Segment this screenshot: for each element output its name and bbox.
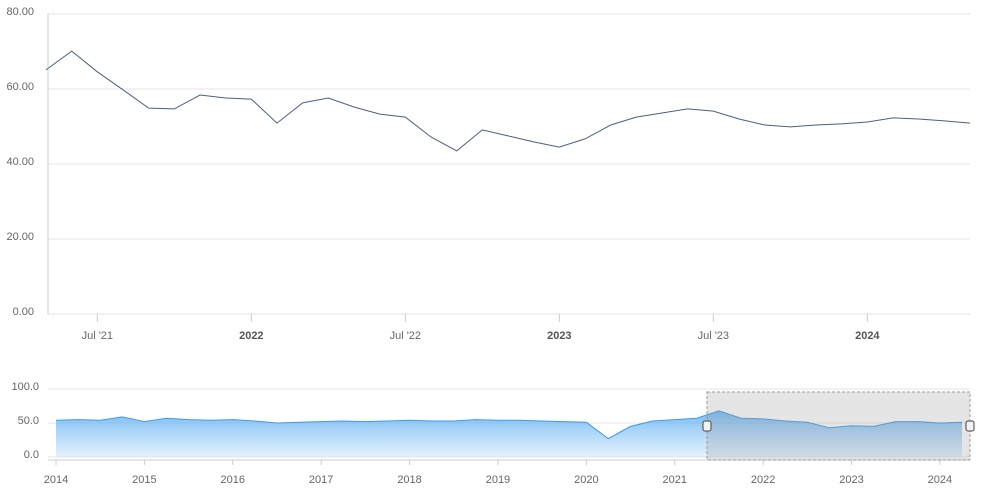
x-tick-label: Jul '21	[82, 330, 113, 342]
y-tick-label: 20.00	[6, 231, 34, 243]
navigator-handle[interactable]	[965, 420, 975, 432]
y-tick-label: 100.0	[11, 381, 39, 393]
plot-layer: 0.00 20.00 40.00 60.00 80.00 Jul '21 2022 Jul '…	[6, 6, 971, 486]
x-tick-label: 2023	[839, 474, 863, 486]
x-tick-label: 2022	[751, 474, 775, 486]
x-tick-label: Jul '22	[390, 330, 421, 342]
navigator-handle[interactable]	[702, 420, 712, 432]
x-tick-label: 2016	[221, 474, 245, 486]
data-area	[56, 410, 962, 457]
x-tick-label: Jul '23	[698, 330, 729, 342]
x-tick-label: 2023	[547, 330, 571, 342]
x-tick-label: 2015	[132, 474, 156, 486]
x-tick-label: 2018	[397, 474, 421, 486]
x-tick-label: 2020	[574, 474, 598, 486]
data-line	[55, 410, 963, 440]
x-tick-label: 2024	[928, 474, 952, 486]
y-tick-label: 40.00	[6, 156, 34, 168]
x-tick-label: 2014	[44, 474, 68, 486]
data-line	[45, 50, 971, 152]
x-tick-label: 2024	[855, 330, 880, 342]
y-tick-label: 50.0	[18, 415, 39, 427]
y-tick-label: 0.0	[24, 449, 39, 461]
x-tick-label: 2022	[239, 330, 263, 342]
x-tick-label: 2021	[662, 474, 686, 486]
x-tick-label: 2017	[309, 474, 333, 486]
x-tick-label: 2019	[486, 474, 510, 486]
y-tick-label: 60.00	[6, 81, 34, 93]
navigator-selection[interactable]	[706, 391, 971, 461]
y-tick-label: 0.00	[13, 306, 34, 318]
y-tick-label: 80.00	[6, 6, 34, 18]
